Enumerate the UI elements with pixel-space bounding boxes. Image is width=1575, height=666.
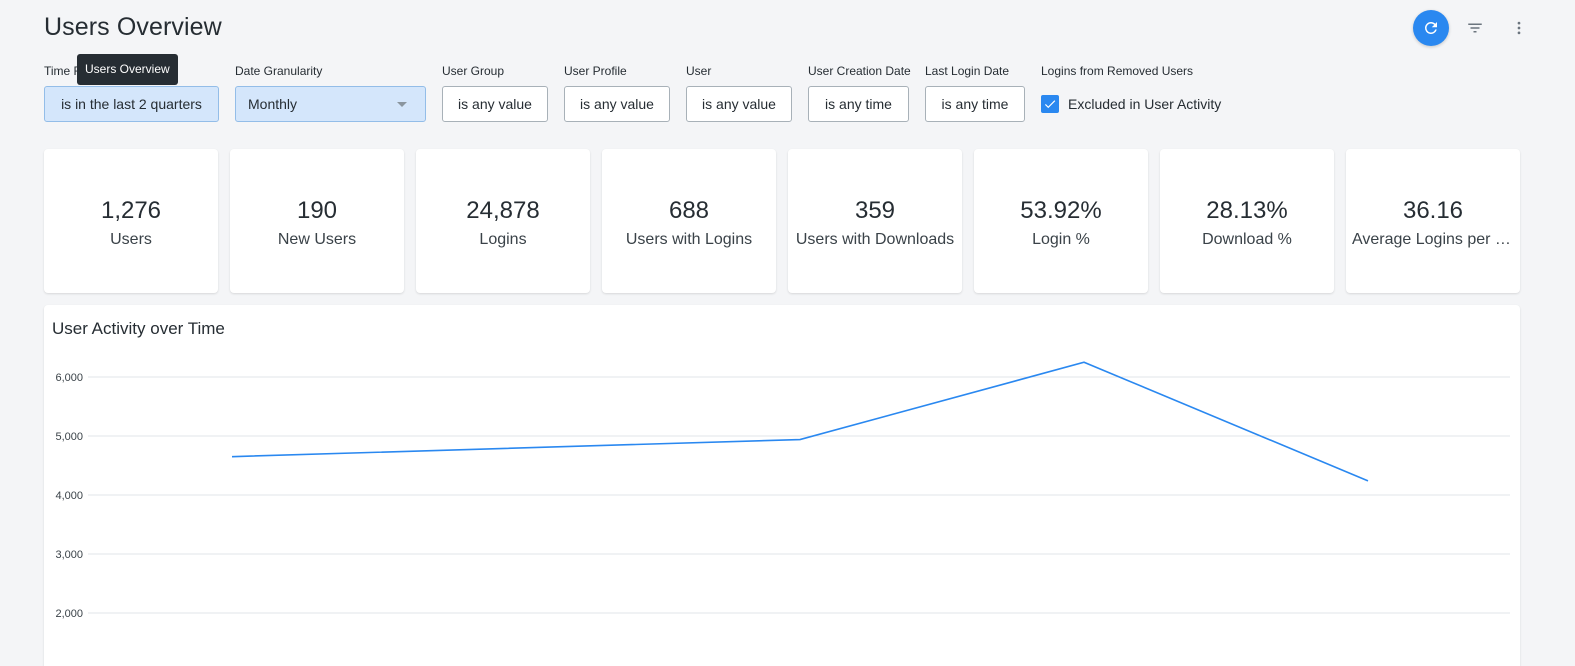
check-icon [1044, 100, 1056, 109]
user-group-input[interactable]: is any value [442, 86, 548, 122]
kpi-label: Logins [479, 231, 527, 248]
filter-label: Logins from Removed Users [1041, 64, 1194, 78]
filter-removed-users: Logins from Removed Users Excluded in Us… [1041, 64, 1221, 122]
kpi-label: Users with Logins [625, 231, 753, 248]
kpi-download-percent[interactable]: 28.13% Download % [1160, 149, 1334, 293]
kpi-value: 688 [668, 197, 710, 224]
time-range-input[interactable]: is in the last 2 quarters [44, 86, 219, 122]
kpi-users[interactable]: 1,276 Users [44, 149, 218, 293]
kpi-value: 24,878 [466, 197, 540, 224]
user-profile-input[interactable]: is any value [564, 86, 670, 122]
user-creation-date-input[interactable]: is any time [808, 86, 909, 122]
data-point[interactable] [226, 451, 238, 463]
y-tick-label: 4,000 [55, 490, 83, 502]
kpi-label: Average Logins per User [1352, 231, 1520, 248]
refresh-button[interactable] [1413, 10, 1449, 46]
kpi-label: New Users [277, 231, 357, 248]
chart-title: User Activity over Time [52, 319, 225, 338]
kpi-label: Login % [1032, 231, 1090, 248]
kpi-value: 28.13% [1206, 197, 1288, 224]
y-tick-label: 2,000 [55, 608, 83, 620]
filter-label: User Group [442, 64, 505, 78]
kpi-users-with-downloads[interactable]: 359 Users with Downloads [788, 149, 962, 293]
filter-last-login-date: Last Login Date is any time [925, 64, 1025, 122]
kpi-value: 36.16 [1402, 197, 1464, 224]
data-point[interactable] [1078, 356, 1090, 368]
filter-user-profile: User Profile is any value [564, 64, 670, 122]
last-login-date-input[interactable]: is any time [925, 86, 1025, 122]
kpi-average-logins-per-user[interactable]: 36.16 Average Logins per User [1346, 149, 1520, 293]
select-value: Monthly [248, 96, 298, 112]
checkbox-label: Excluded in User Activity [1068, 96, 1222, 112]
filter-label: Date Granularity [235, 64, 323, 78]
kpi-value: 53.92% [1020, 197, 1102, 224]
filter-label: Time R [44, 64, 83, 78]
data-point[interactable] [1362, 475, 1374, 487]
more-vert-icon [1517, 21, 1521, 35]
kpi-logins[interactable]: 24,878 Logins [416, 149, 590, 293]
kpi-label: Users [110, 231, 152, 248]
filter-user-creation-date: User Creation Date is any time [808, 64, 911, 122]
chevron-down-icon [397, 101, 407, 107]
filter-button[interactable] [1457, 10, 1493, 46]
filter-date-granularity: Date Granularity Monthly [235, 64, 426, 122]
filter-label: User Profile [564, 64, 627, 78]
kpi-label: Users with Downloads [795, 231, 955, 248]
user-activity-chart-card: User Activity over Time 2,000 3,000 4,000 5… [44, 305, 1520, 666]
user-input[interactable]: is any value [686, 86, 792, 122]
series-line[interactable] [231, 361, 1369, 482]
tooltip: Users Overview [77, 54, 178, 85]
header-actions [1413, 10, 1537, 46]
more-options-button[interactable] [1501, 10, 1537, 46]
filter-label: User Creation Date [808, 64, 911, 78]
kpi-users-with-logins[interactable]: 688 Users with Logins [602, 149, 776, 293]
removed-users-checkbox[interactable] [1041, 95, 1059, 113]
filter-label: User [686, 64, 712, 78]
kpi-new-users[interactable]: 190 New Users [230, 149, 404, 293]
y-tick-label: 5,000 [55, 431, 83, 443]
kpi-value: 359 [854, 197, 896, 224]
date-granularity-select[interactable]: Monthly [235, 86, 426, 122]
y-tick-label: 6,000 [55, 372, 83, 384]
y-tick-label: 3,000 [55, 549, 83, 561]
kpi-value: 1,276 [100, 197, 162, 224]
kpi-label: Download % [1202, 231, 1292, 248]
filter-user: User is any value [686, 64, 792, 122]
kpi-value: 190 [296, 197, 338, 224]
kpi-login-percent[interactable]: 53.92% Login % [974, 149, 1148, 293]
removed-users-checkbox-row: Excluded in User Activity [1041, 86, 1221, 122]
filter-user-group: User Group is any value [442, 64, 548, 122]
filter-time-range: Time R is in the last 2 quarters [44, 64, 219, 122]
filter-label: Last Login Date [925, 64, 1010, 78]
page-title: Users Overview [44, 13, 222, 41]
data-point[interactable] [794, 434, 806, 446]
filter-icon [1468, 23, 1482, 33]
user-activity-line-chart: 2,000 3,000 4,000 5,000 6,000 [55, 356, 1510, 620]
refresh-icon [1424, 21, 1437, 34]
